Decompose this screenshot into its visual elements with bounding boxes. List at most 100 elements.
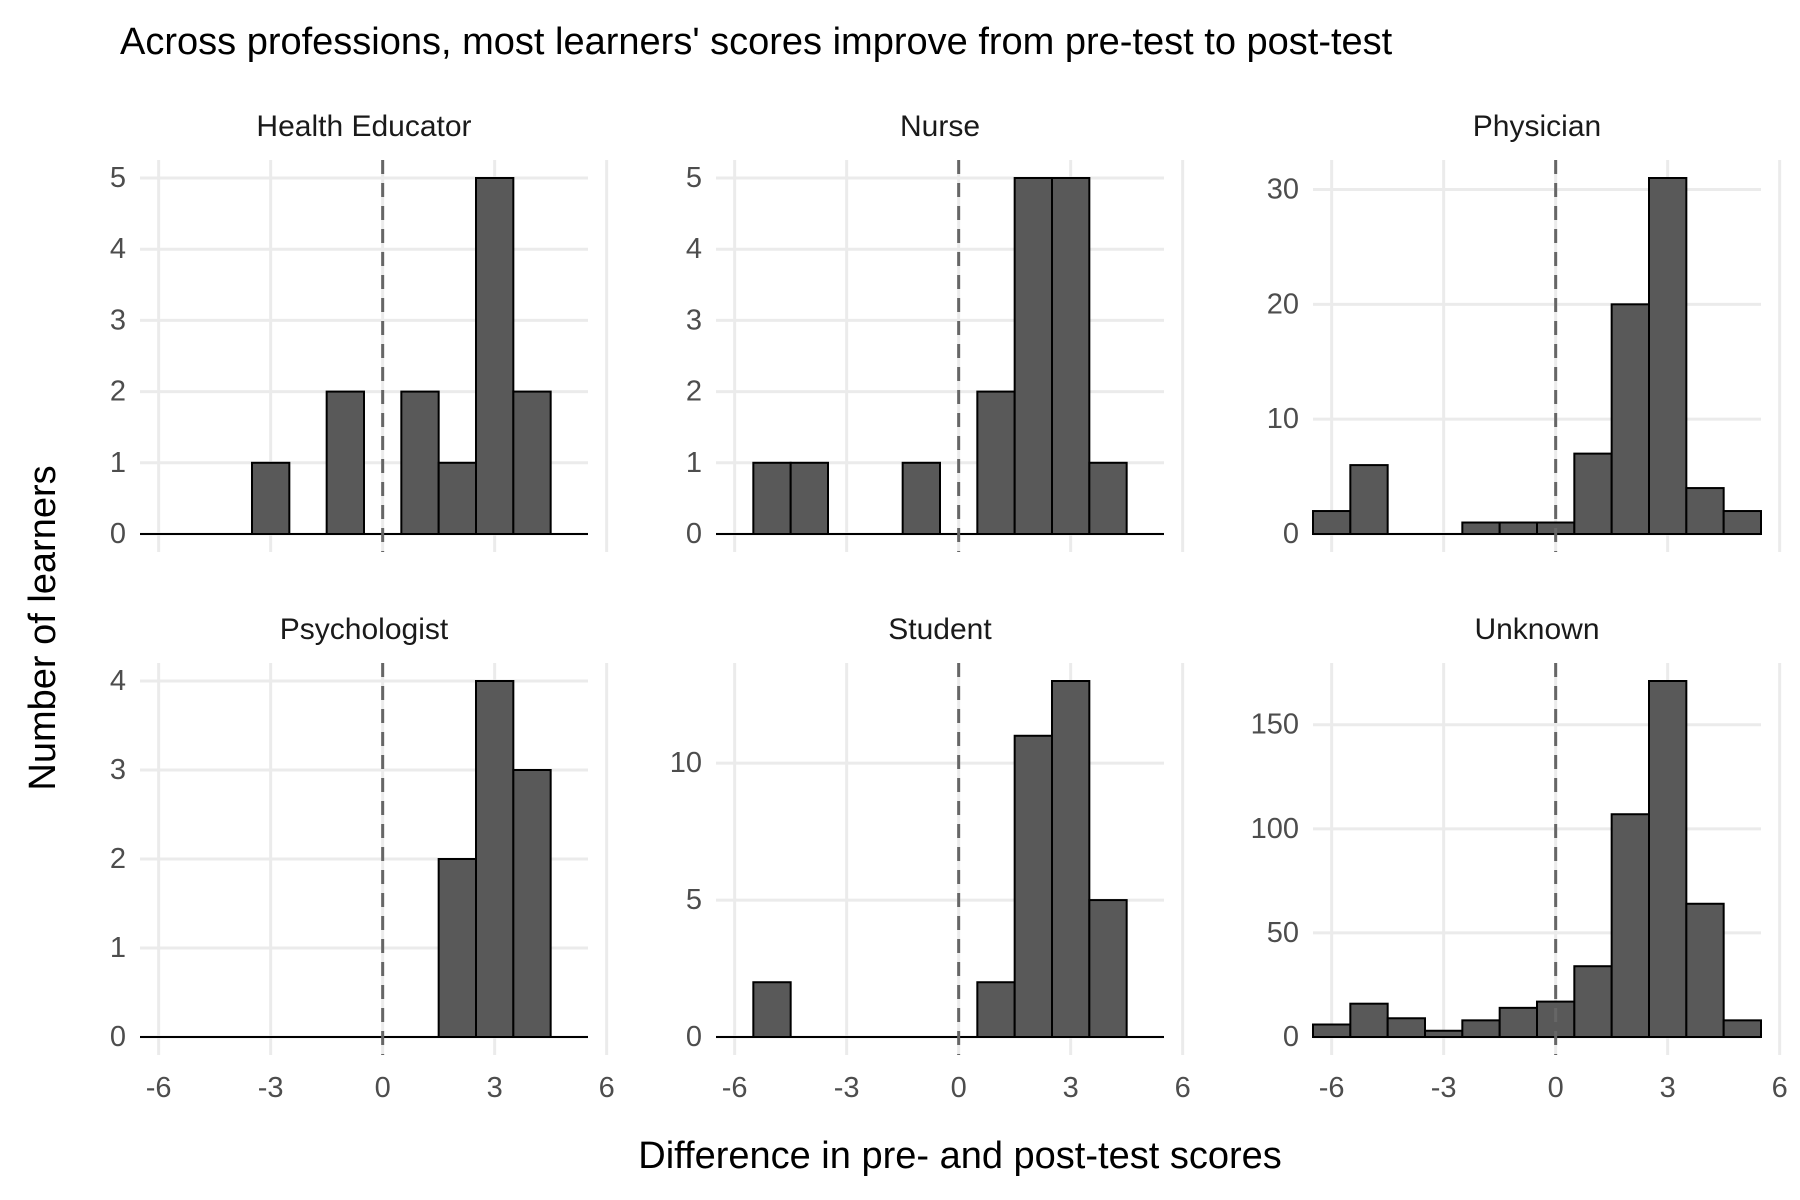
x-tick-label: 3 (1660, 1072, 1676, 1104)
facet-strip-label: Unknown (1474, 613, 1599, 646)
histogram-bar (1648, 177, 1688, 535)
histogram-bar (1498, 521, 1538, 535)
histogram-bar (1685, 902, 1725, 1039)
y-tick-label: 30 (1267, 173, 1299, 205)
x-tick-label: 0 (375, 1072, 391, 1104)
histogram-bar (1722, 1019, 1762, 1039)
y-tick-label: 0 (686, 1021, 702, 1053)
x-tick-label: 6 (1772, 1072, 1788, 1104)
y-tick-label: 5 (686, 884, 702, 916)
histogram-bar (512, 769, 552, 1038)
y-tick-label: 20 (1267, 288, 1299, 320)
histogram-bar (1088, 899, 1128, 1038)
y-tick-label: 10 (670, 747, 702, 779)
histogram-bar (1051, 177, 1091, 535)
histogram-bar (1312, 510, 1352, 535)
y-tick-label: 0 (1283, 1021, 1299, 1053)
facet-strip-label: Student (888, 613, 992, 646)
y-tick-label: 0 (686, 518, 702, 550)
x-tick-label: 3 (1063, 1072, 1079, 1104)
x-axis-title: Difference in pre- and post-test scores (638, 1135, 1282, 1177)
x-tick-label: 3 (487, 1072, 503, 1104)
histogram-bar (251, 461, 291, 535)
histogram-bar (437, 461, 477, 535)
y-tick-label: 0 (110, 1021, 126, 1053)
histogram-bar (752, 981, 792, 1039)
histogram-bar (976, 390, 1016, 535)
facet-panel: Nurse 0 1 2 3 4 5 (686, 110, 1185, 552)
histogram-bar (1013, 734, 1054, 1038)
x-tick-label: 0 (951, 1072, 967, 1104)
histogram-bar (1349, 1002, 1389, 1039)
y-tick-label: 5 (686, 162, 702, 194)
facet-panel: Unknown 0 50 100 150 -6 -3 0 3 6 (1251, 613, 1788, 1104)
y-tick-label: 100 (1251, 813, 1299, 845)
x-tick-label: -6 (722, 1072, 748, 1104)
facet-panels: Health Educator 0 1 2 3 4 5 Nurse 0 1 2 3 4 5 Physicia… (110, 110, 1788, 1104)
histogram-bar (1685, 487, 1725, 535)
histogram-bar (901, 461, 942, 535)
y-tick-label: 0 (110, 518, 126, 550)
histogram-bar (475, 177, 515, 535)
facet-strip-label: Health Educator (256, 110, 471, 143)
histogram-bar (1461, 1019, 1501, 1039)
histogram-bar (1610, 303, 1650, 535)
histogram-bar (789, 461, 830, 535)
histogram-bar (1424, 1029, 1464, 1039)
y-tick-label: 10 (1267, 403, 1299, 435)
facet-strip-label: Nurse (900, 110, 980, 143)
y-axis-title: Number of learners (22, 465, 64, 790)
histogram-bar (1312, 1023, 1352, 1039)
histogram-bar (1722, 510, 1762, 535)
y-tick-label: 4 (110, 233, 126, 265)
y-tick-label: 2 (110, 376, 126, 408)
histogram-bar (752, 461, 792, 535)
y-tick-label: 4 (110, 665, 126, 697)
y-tick-label: 50 (1267, 917, 1299, 949)
histogram-bar (1573, 452, 1613, 536)
x-tick-label: -6 (146, 1072, 172, 1104)
facet-strip-label: Psychologist (280, 613, 449, 646)
histogram-bar (1573, 965, 1613, 1038)
y-tick-label: 3 (110, 304, 126, 336)
y-tick-label: 1 (110, 932, 126, 964)
histogram-bar (400, 390, 440, 535)
x-tick-label: -3 (1431, 1072, 1457, 1104)
y-tick-label: 1 (110, 447, 126, 479)
y-tick-label: 2 (686, 376, 702, 408)
facet-strip-label: Physician (1473, 110, 1601, 143)
histogram-bar (976, 981, 1016, 1039)
x-tick-label: -3 (834, 1072, 860, 1104)
histogram-bar (1013, 177, 1054, 535)
chart-title: Across professions, most learners' score… (120, 21, 1393, 63)
histogram-bar (437, 858, 477, 1038)
facet-panel: Student 0 5 10 -6 -3 0 3 6 (670, 613, 1191, 1104)
histogram-bar (1051, 680, 1091, 1038)
x-tick-label: 6 (599, 1072, 615, 1104)
y-tick-label: 4 (686, 233, 702, 265)
y-tick-label: 3 (110, 754, 126, 786)
x-tick-label: 0 (1548, 1072, 1564, 1104)
histogram-bar (1610, 813, 1650, 1038)
y-tick-label: 150 (1251, 709, 1299, 741)
histogram-bar (1088, 461, 1128, 535)
histogram-bar (1461, 521, 1501, 535)
x-tick-label: -3 (258, 1072, 284, 1104)
x-tick-label: 6 (1175, 1072, 1191, 1104)
histogram-bar (1386, 1017, 1426, 1039)
histogram-bar (475, 680, 515, 1038)
histogram-bar (325, 390, 365, 535)
y-tick-label: 3 (686, 304, 702, 336)
y-tick-label: 1 (686, 447, 702, 479)
histogram-bar (1498, 1006, 1538, 1039)
facet-panel: Physician 0 10 20 30 (1267, 110, 1782, 552)
y-tick-label: 0 (1283, 518, 1299, 550)
facet-panel: Psychologist 0 1 2 3 4 -6 -3 0 3 6 (110, 613, 615, 1104)
x-tick-label: -6 (1319, 1072, 1345, 1104)
histogram-bar (512, 390, 552, 535)
histogram-bar (1349, 464, 1389, 535)
histogram-bar (1648, 680, 1688, 1038)
facet-panel: Health Educator 0 1 2 3 4 5 (110, 110, 609, 552)
y-tick-label: 2 (110, 843, 126, 875)
